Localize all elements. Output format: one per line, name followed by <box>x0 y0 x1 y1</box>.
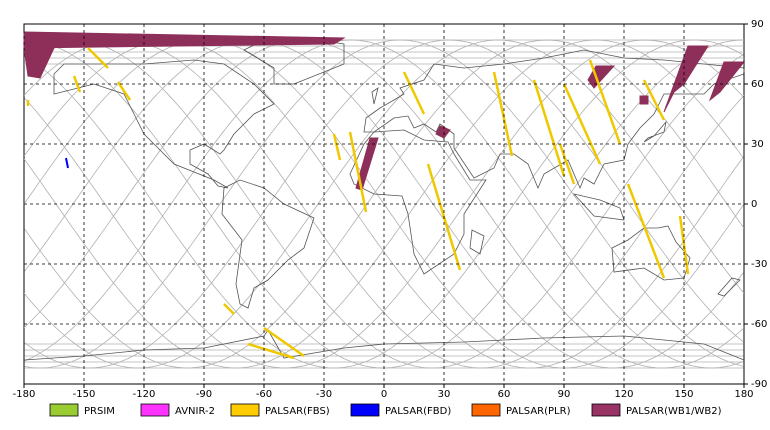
swath-wb <box>639 95 649 105</box>
legend-swatch <box>140 403 170 417</box>
coastline <box>371 87 379 105</box>
legend-label: PALSAR(PLR) <box>506 406 571 417</box>
axis-labels: -180 -150 -120 -90 -60 -30 0 30 60 90 120 150 180 90 6… <box>13 19 768 400</box>
swath-fbs <box>223 303 235 315</box>
swath-fbs <box>562 83 602 165</box>
swath-wb <box>708 61 746 102</box>
lon-tick-label: 90 <box>558 389 571 400</box>
lon-tick-label: -180 <box>13 389 36 400</box>
lat-tick-label: 90 <box>751 19 764 30</box>
swath-fbs <box>402 71 426 115</box>
legend-swatch <box>471 403 501 417</box>
antarctica <box>23 329 745 361</box>
lon-tick-label: -90 <box>196 389 212 400</box>
swath-fbs <box>558 143 576 185</box>
lon-tick-label: 150 <box>674 389 693 400</box>
coastline <box>221 179 315 309</box>
coastline <box>717 277 741 297</box>
lon-tick-label: -150 <box>73 389 96 400</box>
lat-tick-label: 0 <box>751 199 757 210</box>
coastline <box>643 120 667 143</box>
lon-tick-label: -60 <box>256 389 272 400</box>
coastline <box>572 193 625 221</box>
lat-tick-label: -30 <box>751 259 767 270</box>
lon-tick-label: 120 <box>614 389 633 400</box>
swath-fbs <box>642 79 666 121</box>
swath-fbs <box>588 59 622 145</box>
swath-wb <box>23 47 55 79</box>
swath-fbs <box>87 47 109 69</box>
lon-tick-label: -30 <box>316 389 332 400</box>
legend-label: PRSIM <box>84 406 115 417</box>
legend-swatch <box>49 403 79 417</box>
legend-label: PALSAR(FBD) <box>385 406 451 417</box>
coastline <box>349 129 487 275</box>
legend-swatch <box>591 403 621 417</box>
swath-fbs <box>247 342 295 360</box>
swath-fbs <box>348 131 368 213</box>
legend-swatch <box>230 403 260 417</box>
swath-wb <box>663 45 709 113</box>
coastline <box>611 225 691 281</box>
swath-fbs <box>263 326 305 358</box>
swath-fbs <box>116 81 132 101</box>
lat-tick-label: 60 <box>751 79 764 90</box>
lat-tick-label: -90 <box>751 379 767 390</box>
legend-label: AVNIR-2 <box>175 406 215 417</box>
swath-fbs <box>532 79 566 177</box>
lat-tick-label: 30 <box>751 139 764 150</box>
swath-fbd <box>65 157 69 169</box>
legend-label: PALSAR(FBS) <box>265 406 330 417</box>
swath-fbs <box>626 183 666 279</box>
swath-fbs <box>332 133 342 161</box>
lon-tick-label: -120 <box>133 389 156 400</box>
lon-tick-label: 180 <box>734 389 753 400</box>
swath-fbs <box>492 71 514 157</box>
lon-tick-label: 60 <box>498 389 511 400</box>
lon-tick-label: 0 <box>381 389 387 400</box>
grid <box>23 23 748 388</box>
legend: PRSIM AVNIR-2 PALSAR(FBS) PALSAR(FBD) PALSAR… <box>49 403 722 417</box>
lon-tick-label: 30 <box>438 389 451 400</box>
legend-swatch <box>350 403 380 417</box>
legend-label: PALSAR(WB1/WB2) <box>626 406 722 417</box>
orbit <box>23 39 745 369</box>
coastline <box>469 229 485 255</box>
lat-tick-label: -60 <box>751 319 767 330</box>
swath-fbs <box>72 75 82 93</box>
